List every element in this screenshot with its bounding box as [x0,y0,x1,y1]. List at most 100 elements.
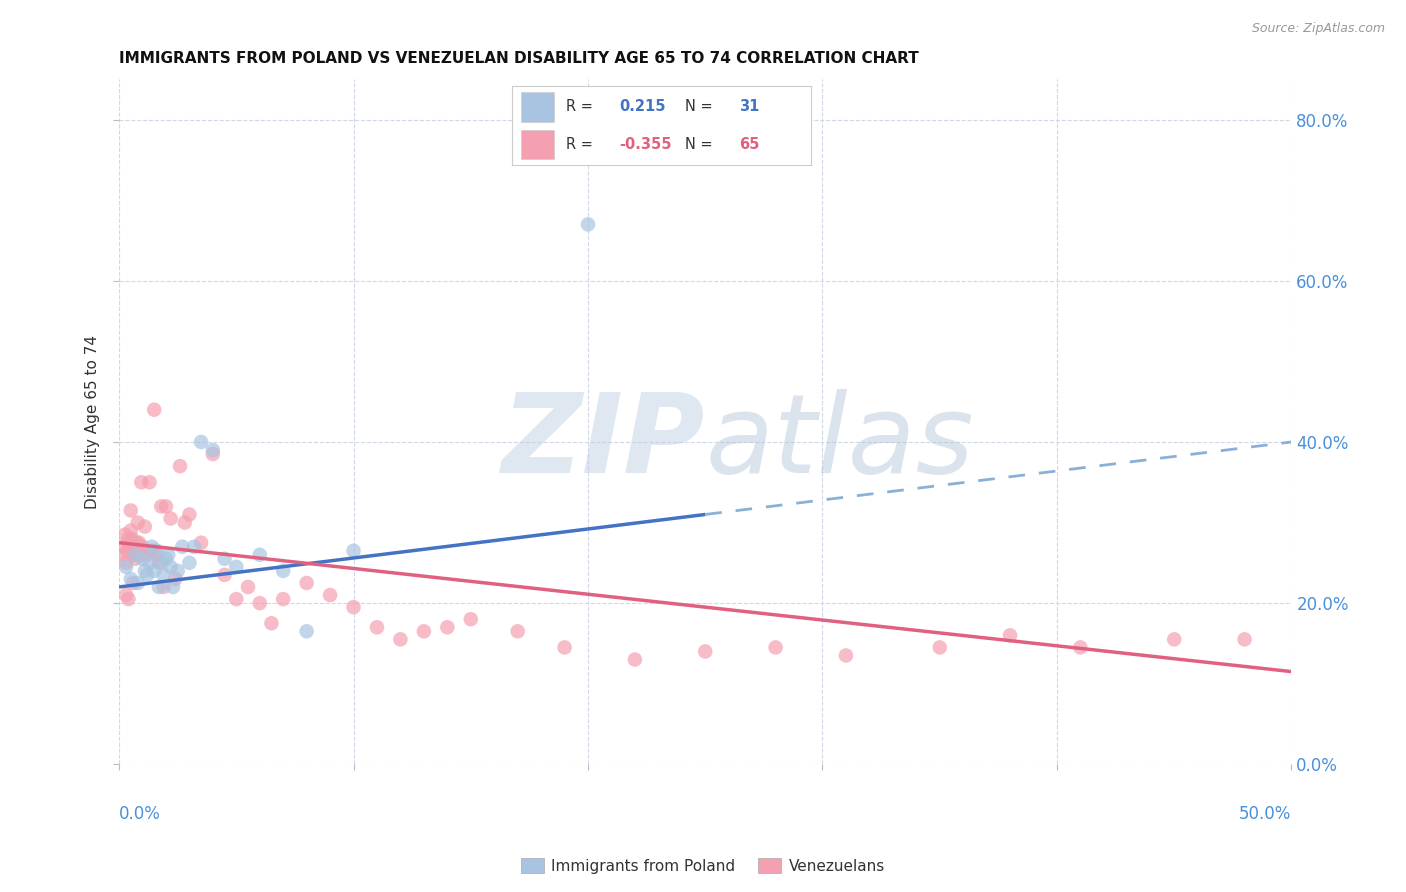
Point [148,556,170,570]
Point [117,592,139,607]
Point [159,559,181,574]
Point [179,508,201,522]
Point [124,551,146,566]
Text: IMMIGRANTS FROM POLAND VS VENEZUELAN DISABILITY AGE 65 TO 74 CORRELATION CHART: IMMIGRANTS FROM POLAND VS VENEZUELAN DIS… [120,51,918,66]
Text: atlas: atlas [706,389,974,496]
Point [506,624,529,639]
Point [115,559,138,574]
Point [460,612,482,626]
Point [172,540,194,554]
Point [152,580,174,594]
Point [141,540,163,554]
Point [155,500,177,514]
Point [236,580,259,594]
Point [122,543,145,558]
Point [115,556,138,570]
Point [412,624,434,639]
Y-axis label: Disability Age 65 to 74: Disability Age 65 to 74 [86,334,100,508]
Point [155,551,177,566]
Point [765,640,787,655]
Point [695,644,717,658]
Point [145,548,167,562]
Point [342,543,364,558]
Point [271,592,294,607]
Point [159,511,181,525]
Point [165,572,187,586]
Text: ZIP: ZIP [502,389,706,496]
Point [136,548,159,562]
Point [138,475,160,490]
Point [111,548,134,562]
Point [319,588,342,602]
Point [166,564,188,578]
Point [1233,632,1256,647]
Point [143,402,166,417]
Point [120,524,142,538]
Legend: Immigrants from Poland, Venezuelans: Immigrants from Poland, Venezuelans [515,852,891,880]
Point [115,588,138,602]
Point [295,624,318,639]
Point [131,551,153,566]
Point [295,576,318,591]
Point [134,564,156,578]
Point [576,218,599,232]
Point [125,535,148,549]
Point [201,447,224,461]
Point [249,548,271,562]
Point [122,576,145,591]
Point [162,580,184,594]
Point [835,648,858,663]
Point [150,556,173,570]
Point [169,459,191,474]
Point [131,475,153,490]
Point [114,527,136,541]
Point [138,556,160,570]
Point [183,540,205,554]
Point [1163,632,1185,647]
Point [389,632,412,647]
Point [141,543,163,558]
Point [124,548,146,562]
Point [136,568,159,582]
Point [127,516,149,530]
Point [120,503,142,517]
Point [190,434,212,449]
Point [134,519,156,533]
Point [173,516,195,530]
Point [148,580,170,594]
Point [1292,668,1315,682]
Point [260,616,283,631]
Point [145,543,167,558]
Point [121,532,143,546]
Point [998,628,1021,642]
Point [436,620,458,634]
Point [249,596,271,610]
Point [120,572,142,586]
Point [117,532,139,546]
Point [112,540,135,554]
Point [117,543,139,558]
Point [150,500,173,514]
Point [179,556,201,570]
Point [157,548,180,562]
Point [214,568,236,582]
Text: 0.0%: 0.0% [120,805,160,823]
Point [152,568,174,582]
Point [271,564,294,578]
Point [201,442,224,457]
Text: Source: ZipAtlas.com: Source: ZipAtlas.com [1251,22,1385,36]
Point [143,564,166,578]
Point [190,535,212,549]
Point [554,640,576,655]
Point [366,620,388,634]
Point [928,640,950,655]
Point [225,592,247,607]
Point [342,600,364,615]
Point [127,576,149,591]
Point [118,540,141,554]
Point [129,548,152,562]
Text: 50.0%: 50.0% [1239,805,1292,823]
Point [128,535,150,549]
Point [131,540,153,554]
Point [124,548,146,562]
